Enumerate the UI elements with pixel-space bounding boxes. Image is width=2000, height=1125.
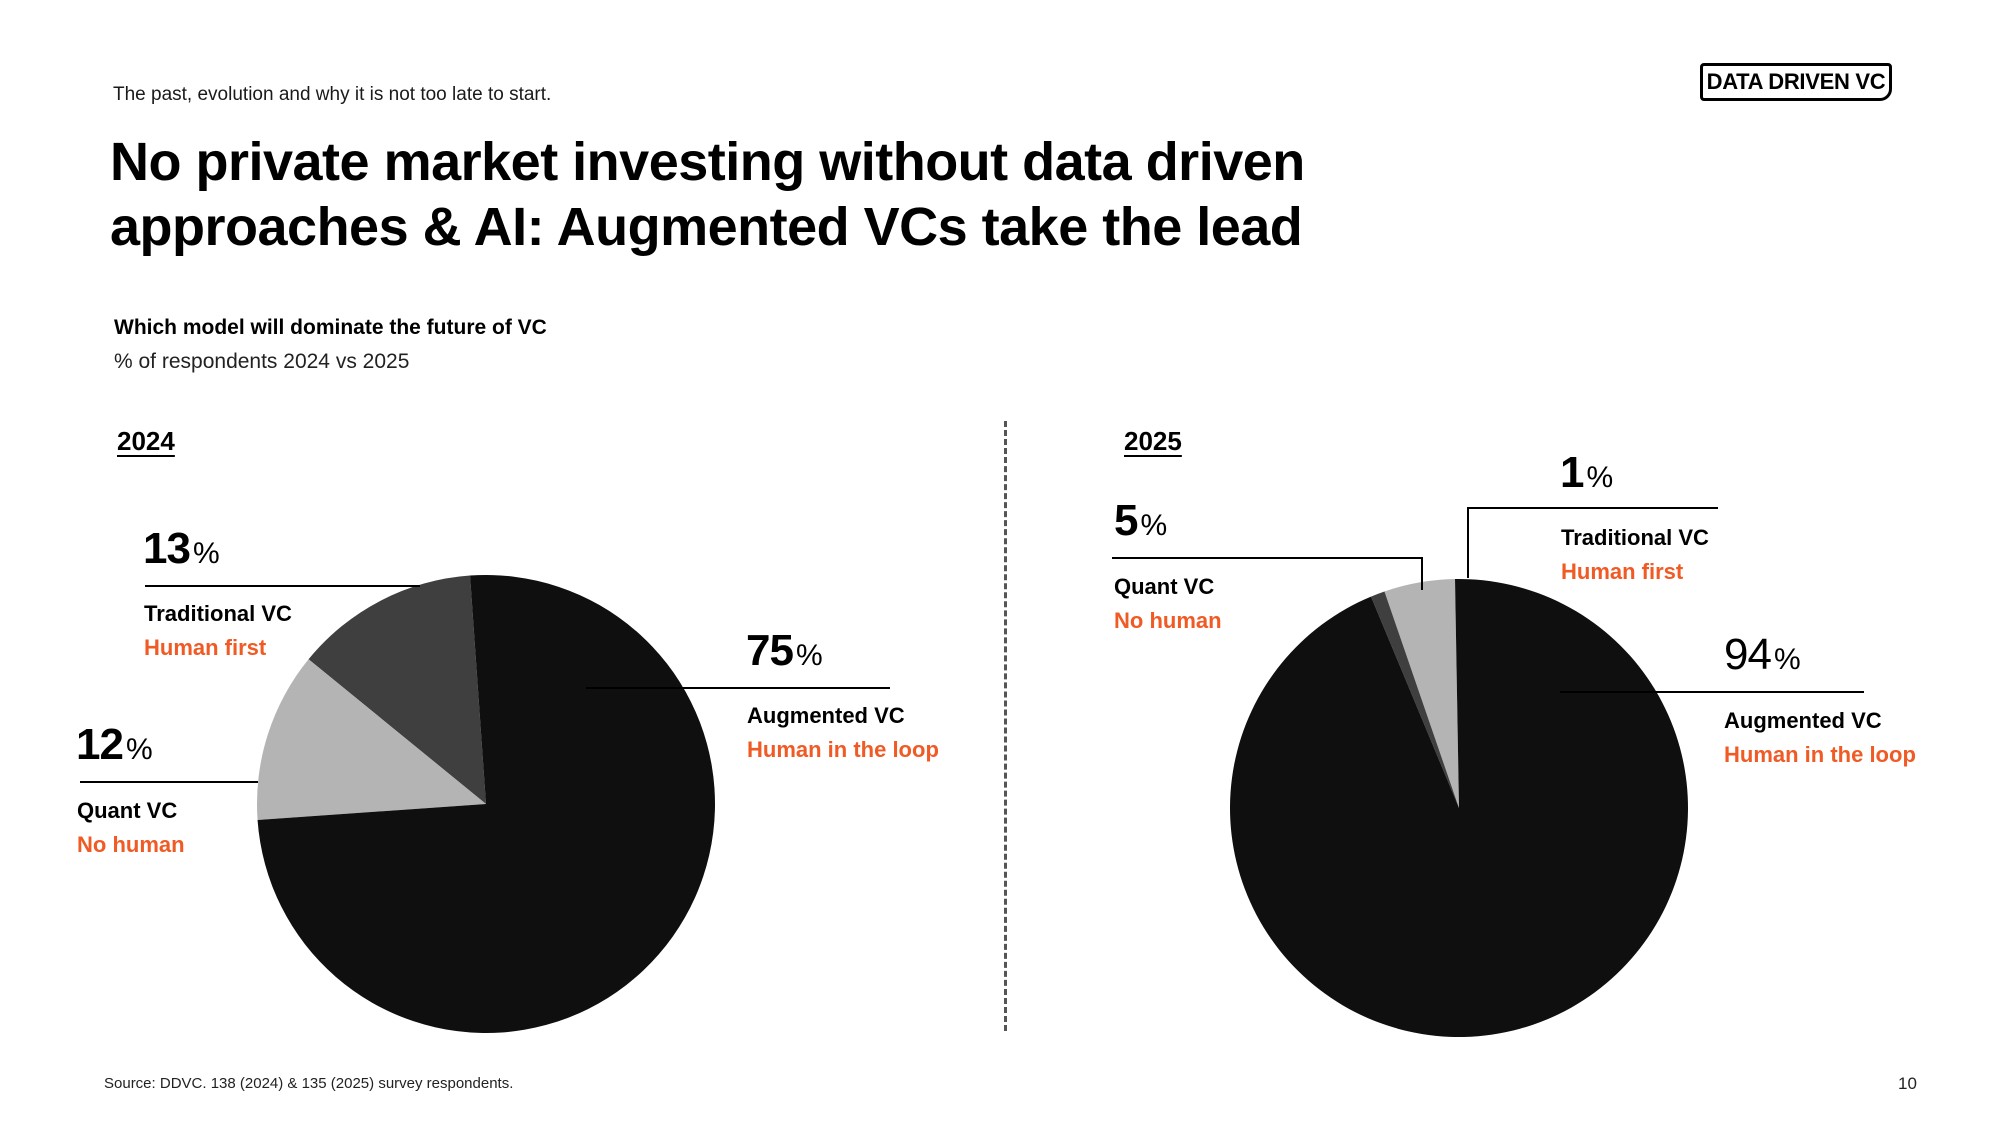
leader-2025-traditional xyxy=(1467,507,1718,578)
label-2025-augmented: Augmented VC Human in the loop xyxy=(1724,708,1916,767)
chart-title: Which model will dominate the future of … xyxy=(114,316,547,339)
pct-2025-augmented: 94% xyxy=(1724,630,1801,679)
pct-2024-quant: 12% xyxy=(76,720,153,769)
label-2025-traditional: Traditional VC Human first xyxy=(1561,525,1709,584)
label-2024-quant: Quant VC No human xyxy=(77,798,185,857)
pct-2025-quant: 5% xyxy=(1114,496,1167,545)
page-number: 10 xyxy=(1898,1074,1917,1093)
pie-slice-2024-quant-vc xyxy=(257,659,486,820)
pie-slice-2025-traditional-vc xyxy=(1370,591,1459,808)
pie-slice-2024-augmented-vc xyxy=(257,575,716,1033)
label-2024-traditional: Traditional VC Human first xyxy=(144,601,292,660)
brand-logo: DATA DRIVEN VC xyxy=(1700,63,1892,101)
pct-2025-traditional: 1% xyxy=(1560,448,1613,497)
pie-slice-2024-traditional-vc xyxy=(308,575,486,804)
label-2024-augmented: Augmented VC Human in the loop xyxy=(747,703,939,762)
kicker-text: The past, evolution and why it is not to… xyxy=(113,84,552,105)
year-2025-heading: 2025 xyxy=(1124,426,1182,456)
pct-2024-augmented: 75% xyxy=(746,626,823,675)
pie-chart-2025 xyxy=(1229,578,1689,1037)
title-line-1: No private market investing without data… xyxy=(110,132,1305,192)
leader-lines xyxy=(80,507,1864,783)
label-2025-quant: Quant VC No human xyxy=(1114,574,1222,633)
page-title: No private market investing without data… xyxy=(110,130,1305,260)
source-note: Source: DDVC. 138 (2024) & 135 (2025) su… xyxy=(104,1075,514,1092)
chart-subtitle: % of respondents 2024 vs 2025 xyxy=(114,350,410,373)
title-line-2: approaches & AI: Augmented VCs take the … xyxy=(110,197,1303,257)
pie-slice-2025-augmented-vc xyxy=(1229,578,1689,1037)
leader-2025-quant xyxy=(1112,557,1423,590)
pie-slice-2025-quant-vc xyxy=(1384,579,1459,808)
chart-divider xyxy=(1004,421,1007,1031)
pct-2024-traditional: 13% xyxy=(143,524,220,573)
year-2024-heading: 2024 xyxy=(117,426,175,456)
pie-chart-2024 xyxy=(257,575,716,1033)
